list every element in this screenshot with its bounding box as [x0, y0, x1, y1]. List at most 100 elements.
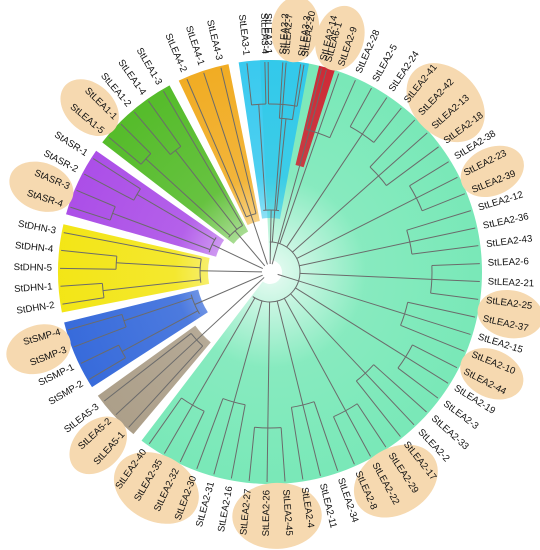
branch-leaf-stlea2-33: [373, 364, 427, 413]
branch-leaf-stlea2-23: [416, 176, 458, 199]
branch-leaf-stlea2-36: [409, 227, 476, 243]
branch-leaf-stlea2-40: [148, 397, 182, 445]
highlight-oval: [271, 0, 320, 63]
branch-subclade: [267, 301, 271, 428]
branch-subclade-arc: [409, 185, 423, 212]
branch-leaf-stlea2-31: [213, 401, 235, 475]
clade-sector-lea-6: [295, 65, 335, 168]
branch-leaf-stlea2-10: [400, 324, 465, 352]
highlight-oval: [232, 482, 322, 549]
leaf-label-stlea2-26: StLEA2-26: [261, 490, 273, 537]
leaf-label-stlea4-3: StLEA4-3: [204, 19, 224, 62]
branch-subclade-arc: [305, 129, 330, 139]
branch-leaf-stlea2-37: [407, 301, 476, 318]
branch-leaf-stlea6-1: [309, 69, 327, 128]
branch-leaf-stlea2-44: [412, 344, 458, 369]
clade-sector-asr: [66, 150, 225, 257]
branch-leaf-stlea5-1: [128, 345, 204, 428]
branch-subclade-arc: [121, 314, 127, 328]
branch-subclade: [123, 297, 193, 322]
branch-leaf-stlea4-3: [220, 67, 257, 214]
branch-leaf-stlea2-18: [386, 146, 439, 186]
branch-leaf-stlea2-7: [282, 62, 287, 105]
branch-subclade-arc: [109, 206, 116, 221]
branch-leaf-stlea2-29: [356, 403, 387, 448]
branch-leaf-stlea2-38: [409, 161, 449, 187]
branch-leaf-stlea2-43: [411, 245, 479, 255]
branch-leaf-stlea2-12: [406, 210, 471, 231]
branch-trunk-lea-5: [196, 277, 265, 341]
clade-sectors: [57, 59, 483, 484]
branch-arc-dhn: [199, 258, 202, 283]
branch-leaf-stlea2-30: [196, 398, 224, 470]
branch-leaf-stlea3-3: [292, 64, 302, 120]
branch-leaf-stlea2-32: [179, 411, 205, 463]
leaf-label-stlea4-2: StLEA4-2: [162, 32, 188, 74]
branch-leaf-stlea2-15: [404, 313, 471, 335]
branch-subclade: [299, 272, 432, 280]
highlight-oval: [353, 444, 438, 518]
branch-leaf-stsmp-1: [80, 344, 119, 364]
leaf-label-stlea2-27: StLEA2-27: [238, 488, 254, 535]
leaf-label-stdhn-2: StDHN-2: [16, 300, 56, 317]
highlight-oval: [477, 289, 540, 339]
branch-subclade: [276, 301, 304, 406]
branch-leaf-stasr-1: [93, 158, 141, 190]
branch-leaf-stlea2-34: [313, 401, 339, 471]
leaf-label-stlea4-1: StLEA4-1: [183, 24, 206, 66]
clade-sector-smp: [64, 289, 208, 388]
branch-leaf-stlea5-2: [115, 339, 197, 416]
branch-subclade-arc: [291, 401, 315, 408]
leaf-label-stlea2-6: StLEA2-6: [488, 256, 529, 269]
branch-leaf-stdhn-2: [62, 297, 105, 305]
branch-subclade: [121, 310, 199, 352]
branch-leaf-stlea2-9: [317, 73, 340, 134]
branch-leaf-stlea3-4: [264, 62, 267, 105]
branch-leaf-stlea2-25: [430, 292, 479, 300]
branch-leaf-stdhn-5: [60, 267, 117, 270]
branch-leaf-stlea2-21: [431, 278, 480, 283]
branch-arc-smp: [190, 294, 200, 315]
branch-leaf-stlea2-42: [369, 119, 416, 168]
branch-subclade: [275, 118, 287, 211]
branch-subclade: [271, 104, 284, 243]
branch-leaf-stlea2-5: [349, 87, 372, 127]
branch-leaf-stlea2-8: [333, 416, 355, 465]
branch-leaf-stlea2-35: [163, 404, 193, 454]
branch-leaf-stasr-3: [76, 189, 116, 208]
branch-subclade: [175, 150, 238, 230]
branch-leaf-stasr-2: [84, 173, 135, 201]
branch-leaf-stlea1-1: [120, 123, 152, 154]
branch-subclade: [145, 158, 231, 236]
branch-subclade: [116, 262, 201, 269]
leaf-label-stlea2-1: StLEA2-1: [262, 13, 273, 54]
branch-leaf-stlea2-17: [355, 380, 401, 437]
branch-leaf-stlea2-28: [329, 79, 356, 138]
leaf-label-stdhn-5: StDHN-5: [14, 262, 53, 274]
branch-leaf-stlea2-24: [361, 97, 388, 135]
branch-leaf-stdhn-4: [61, 249, 117, 257]
highlight-oval: [460, 145, 524, 198]
branch-arc-lea-2: [252, 241, 301, 303]
branch-subclade: [136, 193, 215, 241]
branch-leaf-stlea1-2: [133, 111, 171, 155]
branch-leaf-stlea1-3: [162, 90, 200, 152]
clade-sector-dhn: [57, 224, 210, 313]
branch-leaf-stlea3-2: [278, 62, 284, 119]
branch-leaf-stsmp-4: [67, 313, 123, 331]
branch-leaf-stlea2-13: [378, 132, 428, 177]
leaf-label-stlea2-45: StLEA2-45: [280, 489, 294, 536]
branch-subclade-arc: [222, 398, 246, 406]
branch-trunk-lea-1: [234, 230, 266, 267]
leaf-label-stlea2-16: StLEA2-16: [216, 485, 235, 533]
branch-subclade: [292, 175, 379, 253]
branch-leaf-stdhn-1: [60, 282, 103, 287]
branch-subclade: [112, 212, 211, 251]
highlight-oval: [113, 452, 199, 524]
highlight-oval: [460, 348, 524, 400]
branch-leaf-stlea2-2: [364, 372, 415, 426]
branch-leaf-stlea4-2: [186, 78, 247, 218]
branch-leaf-stlea1-5: [108, 136, 142, 165]
branch-subclade: [299, 241, 410, 267]
